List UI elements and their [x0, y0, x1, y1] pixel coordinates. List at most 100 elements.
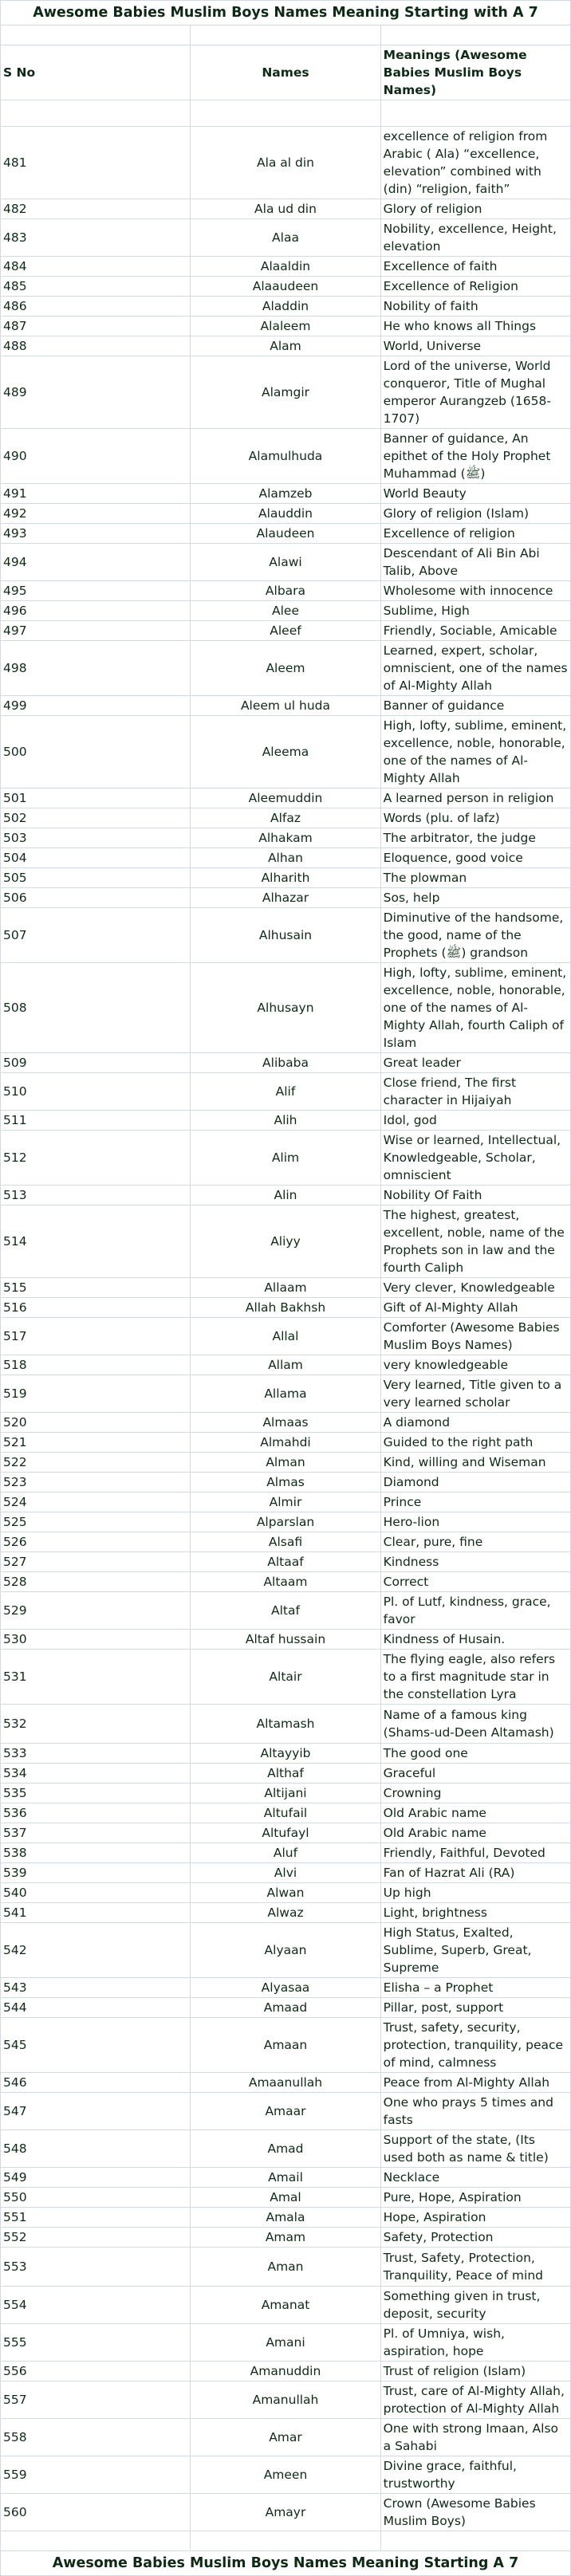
serial-number: 534 [0, 1763, 191, 1784]
meaning-cell: Guided to the right path [380, 1432, 571, 1453]
table-row: 515 Allaam Very clever, Knowledgeable [0, 1277, 571, 1298]
table-row: 554 Amanat Something given in trust, depos… [0, 2286, 571, 2324]
serial-number: 558 [0, 2418, 191, 2456]
table-row: 533 Altayyib The good one [0, 1743, 571, 1764]
serial-number: 501 [0, 788, 191, 808]
table-row: 524 Almir Prince [0, 1492, 571, 1512]
meaning-cell: Very learned, Title given to a very lear… [380, 1375, 571, 1413]
serial-number: 539 [0, 1862, 191, 1883]
serial-number: 521 [0, 1432, 191, 1453]
table-row: 556 Amanuddin Trust of religion (Islam) [0, 2361, 571, 2381]
name-cell: Alsafi [190, 1532, 381, 1552]
table-row: 517 Allal Comforter (Awesome Babies Muslim… [0, 1317, 571, 1355]
meaning-cell: Something given in trust, deposit, secur… [380, 2286, 571, 2324]
spacer-row [0, 25, 571, 45]
serial-number: 557 [0, 2381, 191, 2419]
serial-number: 516 [0, 1297, 191, 1318]
serial-number: 549 [0, 2167, 191, 2188]
meaning-cell: Great leader [380, 1052, 571, 1073]
name-cell: Almas [190, 1472, 381, 1493]
serial-number: 488 [0, 336, 191, 356]
name-cell: Alhakam [190, 828, 381, 848]
table-row: 500 Aleema High, lofty, sublime, eminent, … [0, 715, 571, 789]
name-cell: Albara [190, 580, 381, 601]
serial-number: 490 [0, 428, 191, 484]
table-row: 553 Aman Trust, Safety, Protection, Tranqu… [0, 2247, 571, 2287]
name-cell: Amanuddin [190, 2361, 381, 2381]
name-cell: Alyasaa [190, 1977, 381, 1998]
meaning-cell: The flying eagle, also refers to a first… [380, 1649, 571, 1705]
serial-number: 536 [0, 1803, 191, 1823]
serial-number: 485 [0, 276, 191, 297]
meaning-cell: Nobility Of Faith [380, 1185, 571, 1205]
meaning-cell: One who prays 5 times and fasts [380, 2092, 571, 2130]
name-cell: Ameen [190, 2456, 381, 2494]
meaning-cell: Pl. of Lutf, kindness, grace, favor [380, 1591, 571, 1630]
meaning-cell: Prince [380, 1492, 571, 1512]
serial-number: 489 [0, 356, 191, 429]
serial-number: 533 [0, 1743, 191, 1764]
meaning-cell: Old Arabic name [380, 1823, 571, 1843]
table-row: 520 Almaas A diamond [0, 1412, 571, 1433]
serial-number: 487 [0, 316, 191, 336]
table-row: 510 Alif Close friend, The first character… [0, 1072, 571, 1111]
meaning-cell: World, Universe [380, 336, 571, 356]
header-row: S No Names Meanings (Awesome Babies Musl… [0, 45, 571, 100]
name-cell: Althaf [190, 1763, 381, 1784]
serial-number: 548 [0, 2130, 191, 2168]
table-row: 537 Altufayl Old Arabic name [0, 1823, 571, 1843]
name-cell: Allah Bakhsh [190, 1297, 381, 1318]
meaning-cell: Sos, help [380, 887, 571, 908]
serial-number: 510 [0, 1072, 191, 1111]
meaning-cell: One with strong Imaan, Also a Sahabi [380, 2418, 571, 2456]
table-row: 531 Altair The flying eagle, also refers t… [0, 1649, 571, 1705]
table-row: 547 Amaar One who prays 5 times and fasts [0, 2092, 571, 2130]
serial-number: 546 [0, 2072, 191, 2093]
serial-number: 483 [0, 218, 191, 257]
meaning-cell: Lord of the universe, World conqueror, T… [380, 356, 571, 429]
meaning-cell: Crown (Awesome Babies Muslim Boys) [380, 2493, 571, 2531]
name-cell: Alaaldin [190, 256, 381, 277]
serial-number: 517 [0, 1317, 191, 1355]
meaning-cell: Diminutive of the handsome, the good, na… [380, 907, 571, 963]
serial-number: 550 [0, 2187, 191, 2208]
meaning-cell: Divine grace, faithful, trustworthy [380, 2456, 571, 2494]
meaning-cell: Kindness [380, 1551, 571, 1572]
serial-number: 491 [0, 483, 191, 504]
name-cell: Aman [190, 2247, 381, 2287]
name-cell: Almir [190, 1492, 381, 1512]
serial-number: 495 [0, 580, 191, 601]
meaning-cell: Trust, Safety, Protection, Tranquility, … [380, 2247, 571, 2287]
name-cell: Altair [190, 1649, 381, 1705]
name-cell: Alaaudeen [190, 276, 381, 297]
table-row: 528 Altaam Correct [0, 1571, 571, 1592]
name-cell: Alharith [190, 867, 381, 888]
table-row: 488 Alam World, Universe [0, 336, 571, 356]
table-row: 483 Alaa Nobility, excellence, Height, ele… [0, 218, 571, 257]
serial-number: 520 [0, 1412, 191, 1433]
serial-number: 541 [0, 1902, 191, 1923]
table-row: 539 Alvi Fan of Hazrat Ali (RA) [0, 1862, 571, 1883]
serial-number: 504 [0, 848, 191, 868]
table-row: 491 Alamzeb World Beauty [0, 483, 571, 504]
table-row: 527 Altaaf Kindness [0, 1551, 571, 1572]
name-cell: Alamulhuda [190, 428, 381, 484]
serial-number: 529 [0, 1591, 191, 1630]
table-row: 555 Amani Pl. of Umniya, wish, aspiration,… [0, 2323, 571, 2362]
meaning-cell: Clear, pure, fine [380, 1532, 571, 1552]
name-cell: Allal [190, 1317, 381, 1355]
meaning-cell: Trust of religion (Islam) [380, 2361, 571, 2381]
meaning-cell: Pl. of Umniya, wish, aspiration, hope [380, 2323, 571, 2362]
name-cell: Almaas [190, 1412, 381, 1433]
name-cell: Alaleem [190, 316, 381, 336]
table-row: 536 Altufail Old Arabic name [0, 1803, 571, 1823]
meaning-cell: Crowning [380, 1783, 571, 1803]
serial-number: 511 [0, 1110, 191, 1131]
table-row: 521 Almahdi Guided to the right path [0, 1432, 571, 1453]
table-row: 529 Altaf Pl. of Lutf, kindness, grace, fa… [0, 1591, 571, 1630]
table-row: 486 Aladdin Nobility of faith [0, 296, 571, 317]
serial-number: 527 [0, 1551, 191, 1572]
name-cell: Alwan [190, 1882, 381, 1903]
serial-number: 500 [0, 715, 191, 789]
serial-number: 518 [0, 1355, 191, 1375]
